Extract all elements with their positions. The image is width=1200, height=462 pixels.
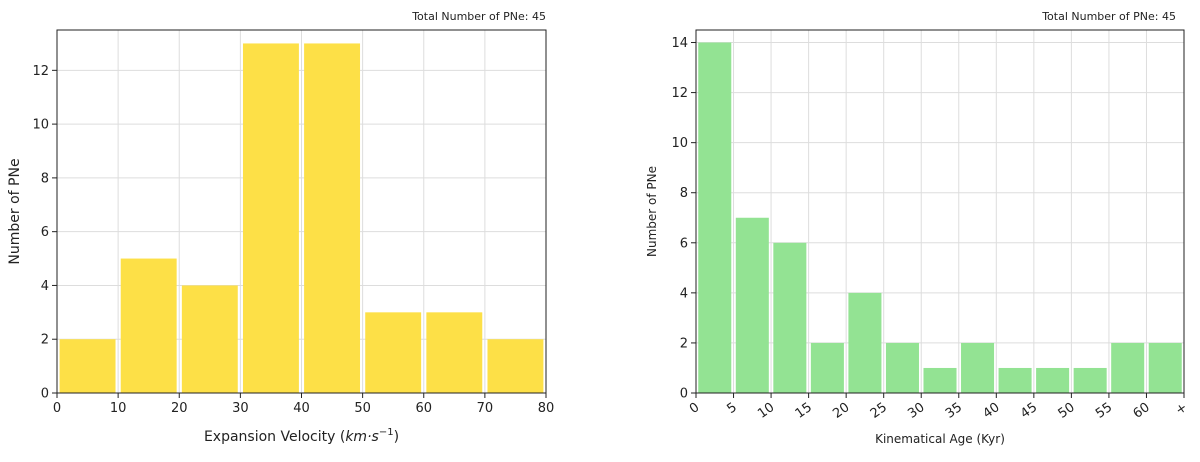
x-tick-label: 50 xyxy=(1056,400,1078,422)
bars xyxy=(59,43,544,393)
x-tick-label: 40 xyxy=(980,400,1002,422)
x-axis-label-prefix: Expansion Velocity ( xyxy=(204,429,345,445)
bar xyxy=(181,285,238,393)
x-tick-label: 0 xyxy=(53,401,61,416)
x-tick-label: 55 xyxy=(1093,400,1115,422)
y-axis-label: Number of PNe xyxy=(645,166,659,257)
x-axis-label-sup: −1 xyxy=(379,427,394,438)
y-tick-labels: 0 2 4 6 8 10 12 xyxy=(32,64,57,402)
x-tick-labels: 0 5 10 15 20 25 30 35 40 45 50 55 60 + xyxy=(687,393,1190,422)
bar xyxy=(698,42,732,393)
x-tick-label: 35 xyxy=(943,400,965,422)
x-tick-label: 20 xyxy=(171,401,188,416)
plot-frame xyxy=(695,29,1185,394)
x-tick-label: 80 xyxy=(538,401,555,416)
y-tick-label: 8 xyxy=(680,186,688,201)
x-tick-label: 40 xyxy=(293,401,310,416)
x-axis-label-math: km·s xyxy=(345,429,379,445)
x-tick-label: 20 xyxy=(830,400,852,422)
bar xyxy=(59,339,116,393)
y-tick-label: 12 xyxy=(671,86,688,101)
x-tick-label: 30 xyxy=(232,401,249,416)
bar xyxy=(923,367,957,393)
total-annotation: Total Number of PNe: 45 xyxy=(411,10,546,23)
bar xyxy=(1148,342,1182,393)
y-tick-label: 4 xyxy=(680,286,688,301)
bars xyxy=(698,42,1182,393)
x-tick-label: + xyxy=(1173,400,1191,419)
total-annotation: Total Number of PNe: 45 xyxy=(1041,10,1176,23)
x-tick-label: 15 xyxy=(793,400,815,422)
bar xyxy=(242,43,299,393)
y-axis-label: Number of PNe xyxy=(7,158,23,264)
x-tick-label: 45 xyxy=(1018,400,1040,422)
y-tick-labels: 0 2 4 6 8 10 12 14 xyxy=(671,36,696,402)
y-tick-label: 6 xyxy=(41,225,49,240)
grid-lines xyxy=(695,30,1185,394)
age-histogram: 0 5 10 15 20 25 30 35 40 45 50 55 60 + 0 2 4 6 8 10 12 14 To… xyxy=(645,10,1190,446)
y-tick-label: 0 xyxy=(680,387,688,402)
velocity-histogram: 0 10 20 30 40 50 60 70 80 0 2 4 6 8 10 12 Total Number… xyxy=(7,10,554,445)
x-tick-label: 0 xyxy=(687,400,702,417)
x-axis-label-suffix: ) xyxy=(394,429,399,445)
bar xyxy=(304,43,361,393)
x-tick-label: 10 xyxy=(110,401,127,416)
y-tick-label: 14 xyxy=(671,36,688,51)
bar xyxy=(773,242,807,393)
x-axis-label: Kinematical Age (Kyr) xyxy=(875,432,1005,446)
bar xyxy=(961,342,995,393)
x-tick-label: 60 xyxy=(415,401,432,416)
bar xyxy=(848,292,882,393)
x-tick-label: 10 xyxy=(755,400,777,422)
bar xyxy=(735,217,769,393)
y-tick-label: 6 xyxy=(680,236,688,251)
bar xyxy=(810,342,844,393)
bar xyxy=(885,342,919,393)
x-tick-label: 25 xyxy=(868,400,890,422)
bar xyxy=(1073,367,1107,393)
x-tick-label: 70 xyxy=(477,401,494,416)
y-tick-label: 10 xyxy=(671,136,688,151)
y-tick-label: 8 xyxy=(41,171,49,186)
x-tick-label: 60 xyxy=(1131,400,1153,422)
x-tick-label: 5 xyxy=(724,400,739,417)
y-tick-label: 12 xyxy=(32,64,49,79)
bar xyxy=(1111,342,1145,393)
y-tick-label: 4 xyxy=(41,279,49,294)
y-tick-label: 0 xyxy=(41,387,49,402)
bar xyxy=(998,367,1032,393)
x-tick-labels: 0 10 20 30 40 50 60 70 80 xyxy=(53,393,554,416)
bar xyxy=(1036,367,1070,393)
x-tick-label: 30 xyxy=(905,400,927,422)
bar xyxy=(487,339,544,393)
bar xyxy=(426,312,483,393)
x-axis-label: Expansion Velocity (km·s−1) xyxy=(204,427,399,445)
y-tick-label: 2 xyxy=(680,336,688,351)
bar xyxy=(120,258,177,393)
bar xyxy=(365,312,422,393)
y-tick-label: 2 xyxy=(41,333,49,348)
y-tick-label: 10 xyxy=(32,118,49,133)
x-tick-label: 50 xyxy=(354,401,371,416)
